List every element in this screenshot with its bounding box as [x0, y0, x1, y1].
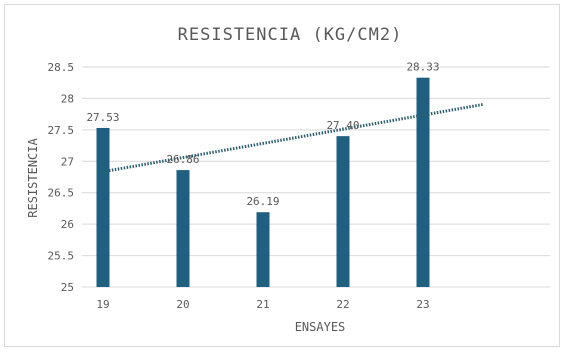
x-tick-label: 19 [96, 298, 109, 311]
gridlines [82, 66, 550, 288]
x-axis-label: ENSAYES [295, 320, 346, 334]
data-label: 26.19 [246, 195, 279, 208]
y-tick-label: 27 [61, 155, 74, 168]
trendline [102, 102, 484, 174]
bar [416, 77, 430, 287]
bar [96, 127, 110, 287]
bars [96, 77, 430, 287]
chart-title: RESISTENCIA (KG/CM2) [178, 25, 403, 45]
x-tick-label: 23 [416, 298, 429, 311]
bar [176, 170, 190, 287]
data-label: 27.40 [326, 119, 359, 132]
data-labels: 27.53 26.86 26.19 27.40 28.33 [86, 61, 439, 209]
data-label: 27.53 [86, 111, 119, 124]
y-tick-label: 28 [61, 92, 74, 105]
y-tick-label: 28.5 [48, 61, 75, 74]
y-tick-label: 26 [61, 218, 74, 231]
data-label: 26.86 [166, 153, 199, 166]
data-label: 28.33 [406, 61, 439, 74]
y-tick-label: 27.5 [48, 124, 75, 137]
x-tick-label: 20 [176, 298, 189, 311]
y-tick-label: 26.5 [48, 187, 75, 200]
x-axis-ticks: 19 20 21 22 23 [96, 298, 429, 311]
trendline-path [102, 102, 484, 174]
y-axis-label: RESISTENCIA [26, 137, 40, 217]
bar [336, 136, 350, 287]
x-tick-label: 22 [336, 298, 349, 311]
y-tick-label: 25.5 [48, 250, 75, 263]
y-tick-label: 25 [61, 281, 74, 294]
bar [256, 212, 270, 287]
y-axis-ticks: 25 25.5 26 26.5 27 27.5 28 28.5 [48, 61, 75, 294]
x-tick-label: 21 [256, 298, 269, 311]
